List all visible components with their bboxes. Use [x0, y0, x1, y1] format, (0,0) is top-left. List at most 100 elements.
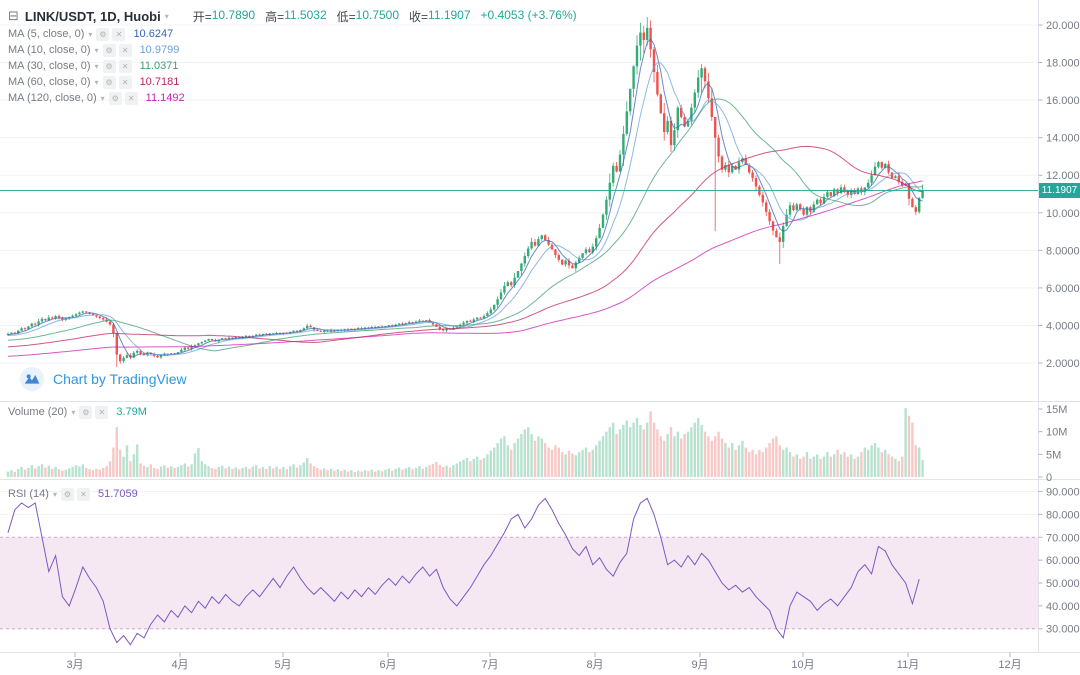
ma-settings-icon[interactable]: ⚙ — [108, 91, 122, 105]
volume-settings-icon[interactable]: ⚙ — [79, 405, 93, 419]
svg-text:30.0000: 30.0000 — [1046, 624, 1080, 636]
ma-legend-rows: MA (5, close, 0) ▾ ⚙ ✕ 10.6247 MA (10, close,… — [8, 26, 577, 106]
ma-remove-icon[interactable]: ✕ — [118, 43, 132, 57]
ma-120-line — [7, 180, 923, 357]
rsi-line — [7, 497, 920, 646]
price-pane[interactable] — [0, 17, 1038, 367]
close-value: 11.1907 — [428, 7, 471, 22]
open-value: 10.7890 — [211, 7, 256, 22]
svg-text:5月: 5月 — [274, 659, 291, 671]
ma-settings-icon[interactable]: ⚙ — [102, 59, 116, 73]
svg-text:10.0000: 10.0000 — [1046, 208, 1080, 220]
tradingview-attribution-link[interactable]: Chart by TradingView — [20, 367, 187, 391]
symbol-menu-chevron-icon[interactable]: ▾ — [164, 11, 169, 21]
svg-text:4月: 4月 — [171, 659, 188, 671]
chevron-down-icon[interactable]: ▾ — [94, 77, 99, 87]
chevron-down-icon[interactable]: ▾ — [94, 45, 99, 55]
ma-remove-icon[interactable]: ✕ — [124, 91, 138, 105]
main-pane-legend: ⊟ LINK/USDT, 1D, Huobi ▾ 开= 10.7890 高= 11.… — [8, 8, 577, 106]
chevron-down-icon[interactable]: ▾ — [100, 93, 105, 103]
chevron-down-icon[interactable]: ▾ — [71, 407, 76, 417]
svg-text:5M: 5M — [1046, 449, 1061, 461]
svg-text:3月: 3月 — [66, 659, 83, 671]
volume-pane-legend: Volume (20) ▾ ⚙ ✕ 3.79M — [8, 404, 147, 420]
svg-text:2.0000: 2.0000 — [1046, 358, 1080, 370]
rsi-remove-icon[interactable]: ✕ — [76, 487, 90, 501]
rsi-current-value: 51.7059 — [97, 488, 138, 500]
volume-remove-icon[interactable]: ✕ — [95, 405, 109, 419]
rsi-pane-legend: RSI (14) ▾ ⚙ ✕ 51.7059 — [8, 486, 138, 502]
svg-text:6.0000: 6.0000 — [1046, 283, 1080, 295]
svg-text:7月: 7月 — [481, 659, 498, 671]
ma-settings-icon[interactable]: ⚙ — [96, 27, 110, 41]
svg-text:16.0000: 16.0000 — [1046, 95, 1080, 107]
volume-series — [6, 408, 924, 477]
svg-text:4.0000: 4.0000 — [1046, 320, 1080, 332]
ma-legend-row: MA (30, close, 0) ▾ ⚙ ✕ 11.0371 — [8, 58, 577, 74]
rsi-settings-icon[interactable]: ⚙ — [60, 487, 74, 501]
open-label: 开= — [192, 9, 212, 24]
attribution-text: Chart by TradingView — [53, 371, 187, 387]
ma-current-value: 11.1492 — [145, 92, 185, 104]
ma-label[interactable]: MA (10, close, 0) — [8, 44, 91, 56]
ma-label[interactable]: MA (5, close, 0) — [8, 28, 85, 40]
svg-text:18.0000: 18.0000 — [1046, 58, 1080, 70]
ma-legend-row: MA (60, close, 0) ▾ ⚙ ✕ 10.7181 — [8, 74, 577, 90]
svg-text:14.0000: 14.0000 — [1046, 133, 1080, 145]
svg-text:11月: 11月 — [897, 659, 919, 671]
svg-text:6月: 6月 — [379, 659, 396, 671]
ma-legend-row: MA (5, close, 0) ▾ ⚙ ✕ 10.6247 — [8, 26, 577, 42]
chevron-down-icon[interactable]: ▾ — [94, 61, 99, 71]
svg-text:40.0000: 40.0000 — [1046, 601, 1080, 613]
ma-settings-icon[interactable]: ⚙ — [102, 75, 116, 89]
ma-60-line — [7, 145, 923, 348]
low-value: 10.7500 — [355, 7, 400, 22]
svg-text:9月: 9月 — [691, 659, 708, 671]
svg-text:10月: 10月 — [791, 659, 814, 671]
ma-settings-icon[interactable]: ⚙ — [102, 43, 116, 57]
change-value: +0.4053 (+3.76%) — [480, 7, 577, 22]
rsi-pane[interactable] — [0, 497, 1038, 646]
rsi-indicator-label[interactable]: RSI (14) — [8, 488, 49, 500]
svg-text:80.0000: 80.0000 — [1046, 509, 1080, 521]
ma-label[interactable]: MA (60, close, 0) — [8, 76, 91, 88]
high-value: 11.5032 — [284, 7, 327, 22]
ma-remove-icon[interactable]: ✕ — [118, 75, 132, 89]
ma-remove-icon[interactable]: ✕ — [118, 59, 132, 73]
close-label: 收= — [409, 9, 429, 24]
ma-current-value: 11.0371 — [139, 60, 179, 72]
ma-legend-row: MA (120, close, 0) ▾ ⚙ ✕ 11.1492 — [8, 90, 577, 106]
ma-current-value: 10.9799 — [139, 44, 180, 56]
svg-text:15M: 15M — [1046, 404, 1067, 416]
ohlc-readout: 开= 10.7890 高= 11.5032 低= 10.7500 收= 11.1907 … — [183, 8, 577, 25]
tradingview-logo-icon — [20, 367, 44, 391]
volume-current-value: 3.79M — [116, 406, 147, 418]
svg-text:60.0000: 60.0000 — [1046, 555, 1080, 567]
volume-pane[interactable] — [6, 408, 924, 477]
chevron-down-icon[interactable]: ▾ — [52, 489, 57, 499]
rsi-overbought-oversold-band — [0, 537, 1038, 629]
low-label: 低= — [336, 9, 356, 24]
ma-label[interactable]: MA (30, close, 0) — [8, 60, 91, 72]
ma-current-value: 10.7181 — [139, 76, 180, 88]
svg-text:0: 0 — [1046, 472, 1052, 484]
svg-text:12月: 12月 — [998, 659, 1021, 671]
symbol-title[interactable]: LINK/USDT, 1D, Huobi — [24, 8, 161, 24]
volume-indicator-label[interactable]: Volume (20) — [8, 406, 68, 418]
svg-text:20.0000: 20.0000 — [1046, 20, 1080, 32]
ma-label[interactable]: MA (120, close, 0) — [8, 92, 97, 104]
svg-text:90.0000: 90.0000 — [1046, 487, 1080, 499]
last-price-axis-label: 11.1907 — [1039, 183, 1080, 198]
chevron-down-icon[interactable]: ▾ — [88, 29, 93, 39]
high-label: 高= — [265, 9, 285, 24]
ma-remove-icon[interactable]: ✕ — [112, 27, 126, 41]
svg-text:8.0000: 8.0000 — [1046, 245, 1080, 257]
svg-text:10M: 10M — [1046, 427, 1067, 439]
collapse-pane-icon[interactable]: ⊟ — [8, 8, 19, 23]
svg-text:12.0000: 12.0000 — [1046, 170, 1080, 182]
svg-text:50.0000: 50.0000 — [1046, 578, 1080, 590]
svg-text:8月: 8月 — [586, 659, 603, 671]
symbol-legend-row: ⊟ LINK/USDT, 1D, Huobi ▾ 开= 10.7890 高= 11.… — [8, 8, 577, 24]
